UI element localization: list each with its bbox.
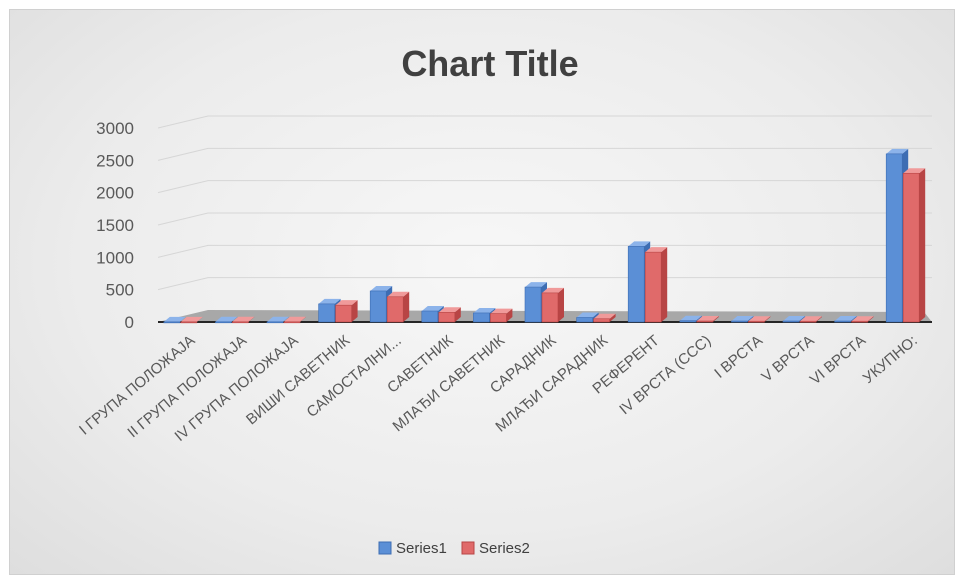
bar-series1-8 <box>576 312 599 323</box>
gridline <box>157 115 932 129</box>
bar-series2-11 <box>748 316 771 323</box>
bar-series1-13 <box>834 316 857 323</box>
chart-area: Chart Title 0 500 1000 1500 2000 2500 3000 I Г… <box>9 9 955 575</box>
legend-label-series2: Series2 <box>479 540 530 557</box>
x-tick-label: УКУПНО: <box>860 332 921 387</box>
bar-series1-1 <box>215 316 238 324</box>
bar-series1-0 <box>163 316 186 324</box>
x-tick-label: САМОСТАЛНИ... <box>303 332 404 421</box>
bar-series2-1 <box>232 316 255 324</box>
y-tick-label: 2500 <box>96 151 134 170</box>
legend-swatch-series2 <box>461 541 475 555</box>
x-tick-label: IV ВРСТА (ССС) <box>616 332 714 418</box>
bar-series2-5 <box>438 307 461 323</box>
bar-series2-6 <box>490 308 513 323</box>
bar-series1-2 <box>266 316 289 324</box>
bar-series2-9 <box>644 247 668 323</box>
bar-series2-12 <box>799 316 822 323</box>
gridline <box>157 244 932 258</box>
y-tick-label: 2000 <box>96 184 134 203</box>
bar-series2-0 <box>180 316 203 324</box>
bar-series2-14 <box>902 168 926 323</box>
bar-series2-13 <box>851 316 874 323</box>
y-tick-label: 1500 <box>96 216 134 235</box>
y-tick-label: 500 <box>106 281 134 300</box>
bar-series2-8 <box>593 313 616 323</box>
legend: Series1 Series2 <box>378 540 530 557</box>
legend-swatch-series1 <box>378 541 392 555</box>
legend-label-series1: Series1 <box>396 540 447 557</box>
x-tick-label: I ВРСТА <box>711 332 766 382</box>
x-tick-label: VI ВРСТА <box>807 332 869 388</box>
bar-series2-4 <box>386 291 410 323</box>
bar-series1-10 <box>679 315 702 323</box>
gridline <box>157 147 932 161</box>
bar-series2-3 <box>335 300 358 323</box>
gridline <box>157 212 932 226</box>
gridline <box>157 180 932 194</box>
bar-series1-11 <box>731 316 754 323</box>
bar-series1-12 <box>782 316 805 323</box>
y-tick-label: 0 <box>125 313 134 332</box>
gridline <box>157 277 932 291</box>
chart-title: Chart Title <box>401 43 578 84</box>
bar-series2-2 <box>283 316 306 324</box>
bar-series2-7 <box>541 287 564 323</box>
bar-series2-10 <box>696 316 719 323</box>
y-tick-label: 3000 <box>96 119 134 138</box>
y-tick-label: 1000 <box>96 248 134 267</box>
